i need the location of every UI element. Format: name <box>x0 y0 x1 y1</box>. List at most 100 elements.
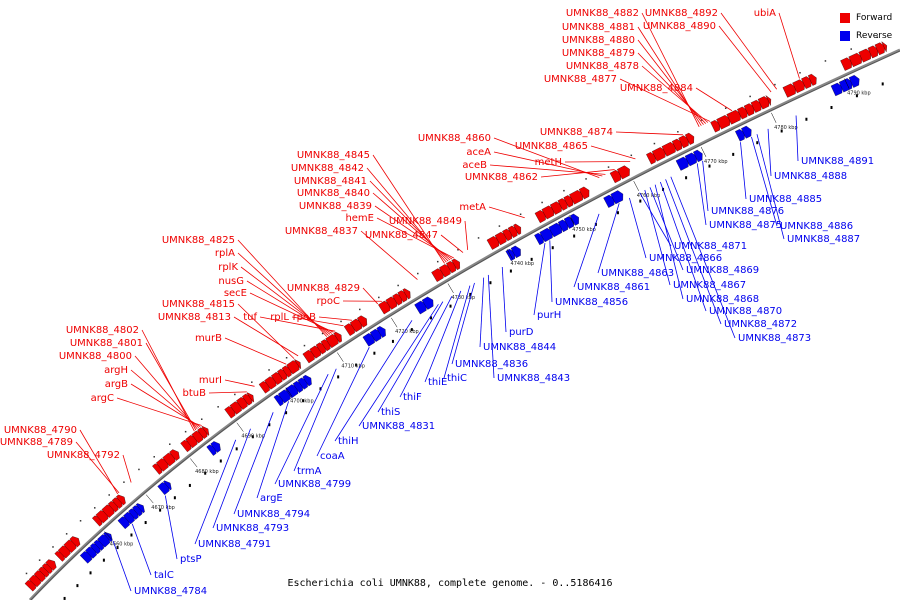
leader-line <box>224 379 255 387</box>
gene-label: thiE <box>428 377 447 388</box>
reverse-dot <box>268 423 271 427</box>
gene-label: metH <box>535 157 562 168</box>
gene-label: UMNK88_4800 <box>59 351 132 362</box>
reverse-gene-block <box>603 194 615 208</box>
reverse-gene-block <box>830 82 843 97</box>
leader-line <box>141 329 195 432</box>
forward-gene-block <box>710 120 721 133</box>
forward-dot <box>677 131 679 133</box>
reverse-gene-block <box>610 190 624 205</box>
forward-gene-block <box>557 198 568 211</box>
reverse-dot <box>188 483 191 487</box>
forward-gene-block <box>848 52 863 68</box>
forward-dot <box>359 308 361 311</box>
leader-line <box>358 304 439 427</box>
gene-label: UMNK88_4813 <box>158 312 231 323</box>
forward-dot <box>519 213 522 216</box>
reverse-gene-block <box>302 374 312 387</box>
forward-gene-block <box>765 95 772 106</box>
forward-dot <box>774 83 776 86</box>
forward-dot <box>65 533 68 535</box>
gene-label: UMNK88_4844 <box>483 342 556 353</box>
reverse-dot <box>219 459 222 463</box>
gene-label: UMNK88_4791 <box>198 539 271 550</box>
reverse-dot <box>732 152 735 156</box>
reverse-dot <box>805 117 808 121</box>
forward-gene-block <box>609 169 621 184</box>
leader-line <box>493 137 600 178</box>
leader-line <box>424 290 462 383</box>
leader-line <box>629 197 647 259</box>
gene-label: UMNK88_4878 <box>566 61 639 72</box>
forward-dot <box>653 142 656 145</box>
leader-line <box>208 391 247 394</box>
tick-label: 4780 kbp <box>774 125 798 131</box>
reverse-gene-block <box>848 75 860 88</box>
reverse-swatch-icon <box>840 31 850 41</box>
reverse-dot <box>594 222 597 226</box>
reverse-dot <box>251 435 254 439</box>
forward-dot <box>850 48 852 50</box>
reverse-gene-block <box>210 441 221 453</box>
gene-label: UMNK88_4879 <box>562 48 635 59</box>
reverse-gene-block <box>675 156 689 171</box>
leader-line <box>590 145 636 160</box>
leader-line <box>376 217 454 259</box>
reverse-dot <box>551 246 554 250</box>
gene-label: UMNK88_4790 <box>4 425 77 436</box>
forward-gene-block <box>807 73 817 86</box>
gene-label: UMNK88_4843 <box>497 373 570 384</box>
forward-dot <box>477 237 480 239</box>
gene-label: UMNK88_4840 <box>297 188 370 199</box>
gene-label: argC <box>91 393 114 404</box>
gene-label: secE <box>224 288 247 299</box>
forward-dot <box>123 481 125 483</box>
tick-label: 4700 kbp <box>290 398 314 404</box>
forward-gene-block <box>69 536 81 548</box>
forward-dot <box>498 225 501 227</box>
reverse-dot <box>302 399 305 403</box>
gene-label: UMNK88_4885 <box>749 194 822 205</box>
tick-label: 4750 kbp <box>572 227 596 233</box>
forward-dot <box>630 154 633 157</box>
gene-label: UMNK88_4874 <box>540 127 613 138</box>
leader-line <box>464 220 469 250</box>
tick-label: 4720 kbp <box>395 329 419 335</box>
tick-line <box>700 146 707 157</box>
tick-line <box>337 352 344 362</box>
leader-line <box>615 131 684 136</box>
forward-gene-block <box>541 205 555 220</box>
forward-dot <box>563 189 565 192</box>
leader-line <box>479 277 485 348</box>
leader-line <box>795 115 799 162</box>
gene-label: coaA <box>320 451 345 462</box>
legend-reverse-label: Reverse <box>856 31 893 41</box>
forward-dot <box>251 381 253 383</box>
reverse-gene-block <box>693 149 703 163</box>
reverse-dot <box>144 521 147 525</box>
leader-line <box>767 128 772 177</box>
leader-line <box>259 316 336 332</box>
reverse-gene-block <box>534 232 544 246</box>
gene-label: tuf <box>243 312 257 323</box>
leader-line <box>659 181 707 312</box>
reverse-dot <box>204 471 207 475</box>
reverse-dot <box>89 571 92 575</box>
gene-label: UMNK88_4882 <box>566 8 639 19</box>
gene-label: rplK <box>218 262 238 273</box>
tick-line <box>568 215 575 225</box>
forward-dot <box>607 166 610 168</box>
tick-label: 4670 kbp <box>151 505 175 511</box>
forward-gene-block <box>726 109 741 125</box>
tick-label: 4760 kbp <box>637 193 661 199</box>
forward-gene-block <box>840 57 853 71</box>
gene-label: thiS <box>381 407 400 418</box>
reverse-dot <box>430 316 433 320</box>
forward-gene-block <box>333 331 342 343</box>
reverse-dot <box>855 94 858 98</box>
forward-gene-block <box>881 41 888 53</box>
gene-label: UMNK88_4841 <box>294 176 367 187</box>
reverse-gene-block <box>735 129 745 142</box>
forward-dot <box>436 260 439 263</box>
leader-line <box>164 495 178 560</box>
